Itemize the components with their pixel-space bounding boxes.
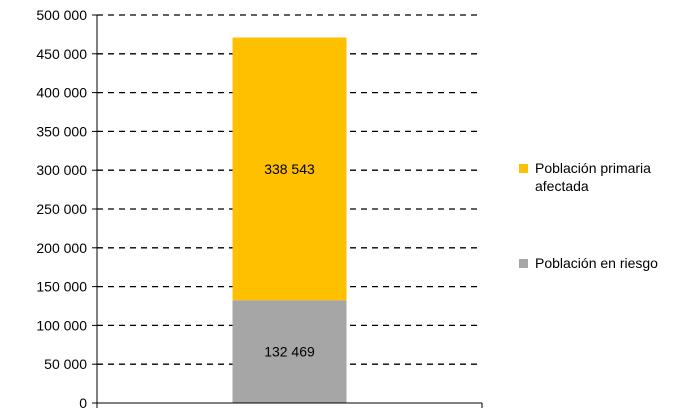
y-tick-label: 450 000: [36, 46, 87, 62]
y-axis-tick-labels: 0 50 000 100 000 150 000 200 000 250 000 300 0…: [36, 7, 87, 411]
y-tick-label: 100 000: [36, 317, 87, 333]
legend-label: Población primaria: [535, 160, 651, 176]
y-tick-label: 500 000: [36, 7, 87, 23]
axes: [92, 14, 483, 408]
y-tick-label: 350 000: [36, 123, 87, 139]
y-tick-label: 300 000: [36, 162, 87, 178]
legend-label: Población en riesgo: [535, 255, 658, 271]
y-tick-label: 200 000: [36, 240, 87, 256]
y-tick-label: 150 000: [36, 279, 87, 295]
bar-segment-1: [232, 37, 347, 301]
y-tick-label: 250 000: [36, 201, 87, 217]
y-tick-label: 50 000: [44, 356, 87, 372]
y-tick-label: 400 000: [36, 85, 87, 101]
data-labels: 132 469 338 543: [264, 161, 315, 360]
legend-swatch: [519, 259, 528, 268]
data-label-0: 132 469: [264, 344, 315, 360]
bar-segment-0: [232, 300, 347, 403]
bars: [232, 37, 347, 403]
data-label-1: 338 543: [264, 161, 315, 177]
y-tick-label: 0: [79, 395, 87, 411]
legend: Población primaria afectada Población en r…: [519, 160, 658, 271]
legend-label: afectada: [535, 178, 589, 194]
legend-swatch: [519, 164, 528, 173]
